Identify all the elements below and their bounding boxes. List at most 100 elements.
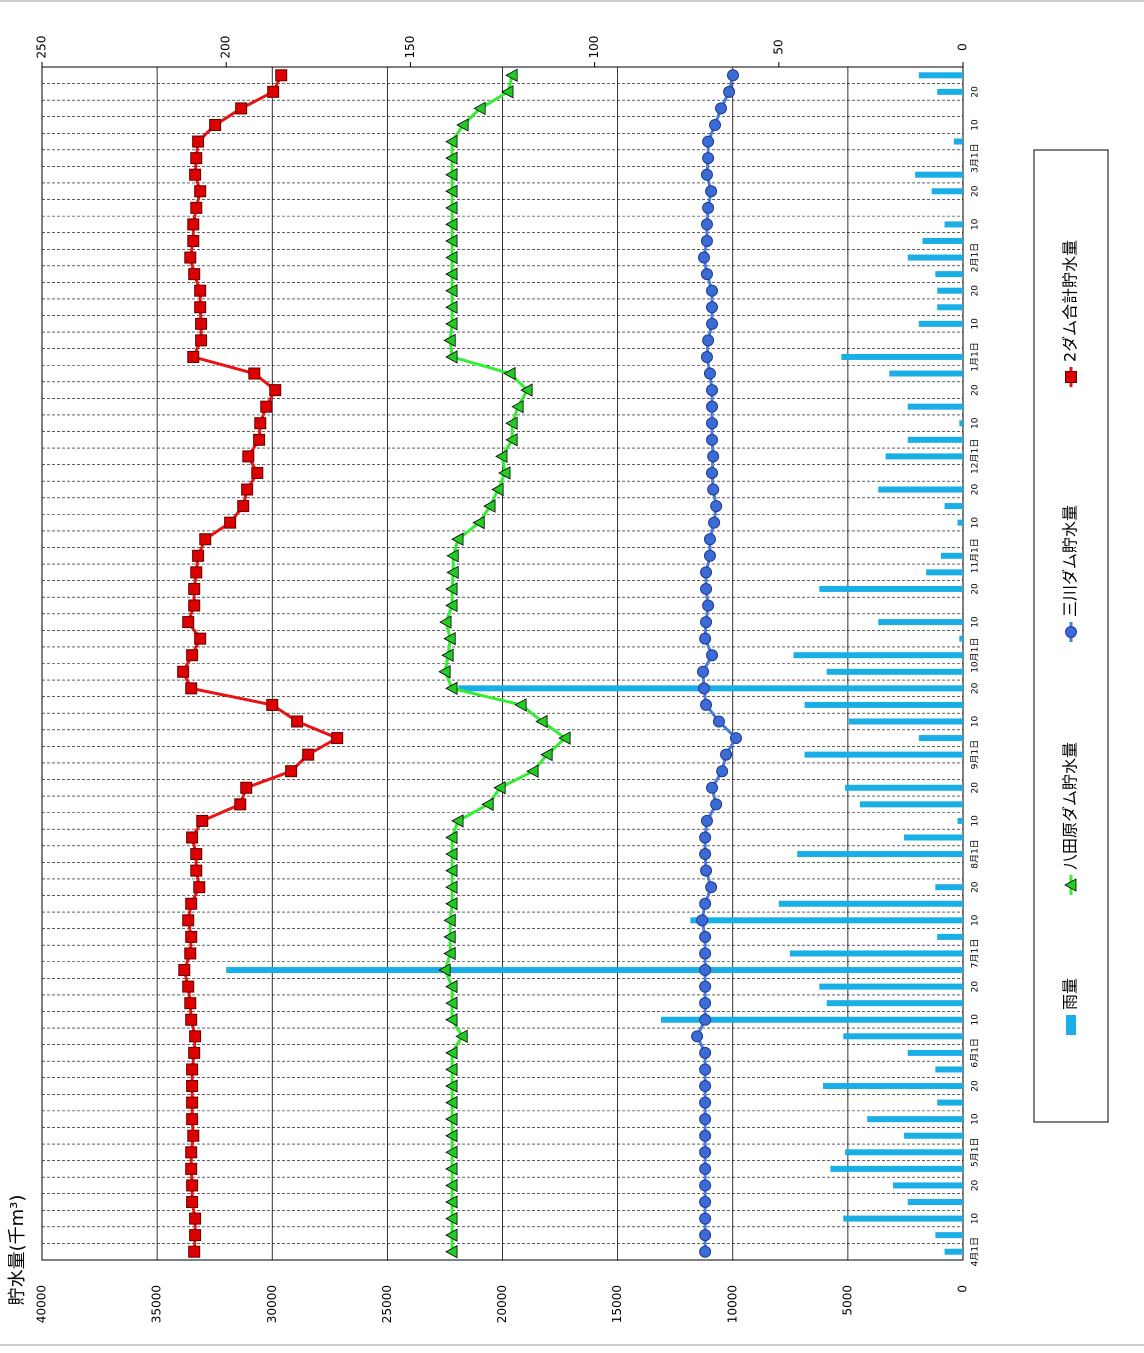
point (697, 682, 710, 695)
rain-bar (819, 983, 963, 990)
point (558, 731, 571, 745)
point (697, 251, 710, 264)
point (514, 698, 527, 712)
point (269, 384, 282, 397)
point (443, 631, 456, 646)
rain-bar (944, 503, 963, 510)
x-tick-label: 10 (971, 815, 981, 827)
point (702, 201, 715, 214)
y-axis-title: 貯水量(千m³) (7, 1195, 28, 1306)
point (187, 1129, 200, 1142)
point (493, 781, 506, 795)
point (251, 466, 264, 479)
point (699, 897, 712, 910)
point (186, 831, 199, 844)
x-tick-label: 20 (971, 981, 981, 993)
point (189, 1030, 202, 1043)
x-tick-label: 10 (971, 715, 981, 727)
point (455, 1029, 468, 1043)
rain-bar (907, 1199, 963, 1206)
rain-bar (937, 1099, 963, 1106)
point (445, 168, 458, 182)
x-tick-label: 20 (971, 285, 981, 297)
x-tick-label: 20 (971, 782, 981, 794)
point (1064, 878, 1077, 892)
point (520, 383, 533, 397)
point (445, 1112, 458, 1126)
rain-bar (959, 635, 963, 642)
point (190, 848, 203, 861)
point (235, 102, 248, 115)
point (720, 748, 733, 761)
y2-tick-label: 150 (403, 36, 417, 59)
point (526, 764, 539, 778)
point (194, 185, 207, 198)
y2-tick-label: 250 (35, 36, 49, 59)
point (185, 1162, 198, 1175)
x-tick-label: 20 (971, 881, 981, 893)
point (209, 118, 222, 131)
point (700, 814, 713, 827)
rain-bar (690, 917, 963, 924)
point (196, 814, 209, 827)
point (445, 250, 458, 265)
point (267, 85, 280, 98)
rain-bar (918, 320, 963, 327)
legend-swatch (1066, 1015, 1076, 1035)
point (188, 1046, 201, 1059)
point (185, 1146, 198, 1159)
rain-bar (823, 1083, 963, 1090)
point (190, 152, 203, 165)
rain-bar (859, 801, 963, 808)
point (700, 582, 713, 595)
point (182, 914, 195, 927)
point (1065, 371, 1077, 383)
point (707, 483, 720, 496)
point (194, 632, 207, 645)
point (699, 1080, 712, 1093)
point (260, 400, 273, 413)
point (700, 616, 713, 629)
point (445, 317, 458, 331)
legend-label: 八田原ダム貯水量 (1061, 742, 1080, 870)
point (185, 897, 198, 910)
x-tick-label: 10 (971, 119, 981, 131)
point (184, 997, 197, 1010)
rain-bar (789, 950, 963, 957)
point (190, 864, 203, 877)
point (706, 433, 719, 446)
point (445, 847, 458, 861)
point (705, 185, 718, 198)
point (445, 1079, 458, 1093)
point (699, 1046, 712, 1059)
rain-bar (819, 585, 963, 592)
x-tick-label: 4月1日 (970, 1237, 981, 1266)
rain-bar (907, 254, 963, 261)
point (445, 979, 458, 994)
x-tick-label: 20 (971, 1080, 981, 1092)
point (703, 533, 716, 546)
rain-bar (804, 751, 963, 758)
x-tick-label: 10月1日 (970, 638, 981, 673)
point (700, 566, 713, 579)
x-tick-label: 11月1日 (970, 538, 981, 573)
point (199, 533, 212, 546)
point (240, 781, 253, 794)
point (699, 1196, 712, 1209)
point (472, 515, 485, 530)
point (706, 649, 719, 662)
point (708, 516, 721, 529)
point (445, 1145, 458, 1159)
rain-bar (893, 1182, 963, 1189)
point (194, 301, 207, 314)
point (700, 234, 713, 247)
x-tick-label: 6月1日 (970, 1038, 981, 1067)
x-tick-label: 10 (971, 616, 981, 628)
x-tick-label: 20 (971, 484, 981, 496)
rain-bar (937, 933, 963, 940)
point (706, 466, 719, 479)
x-tick-label: 12月1日 (970, 439, 981, 474)
x-tick-label: 1月1日 (970, 342, 981, 371)
point (185, 682, 198, 695)
point (194, 284, 207, 297)
